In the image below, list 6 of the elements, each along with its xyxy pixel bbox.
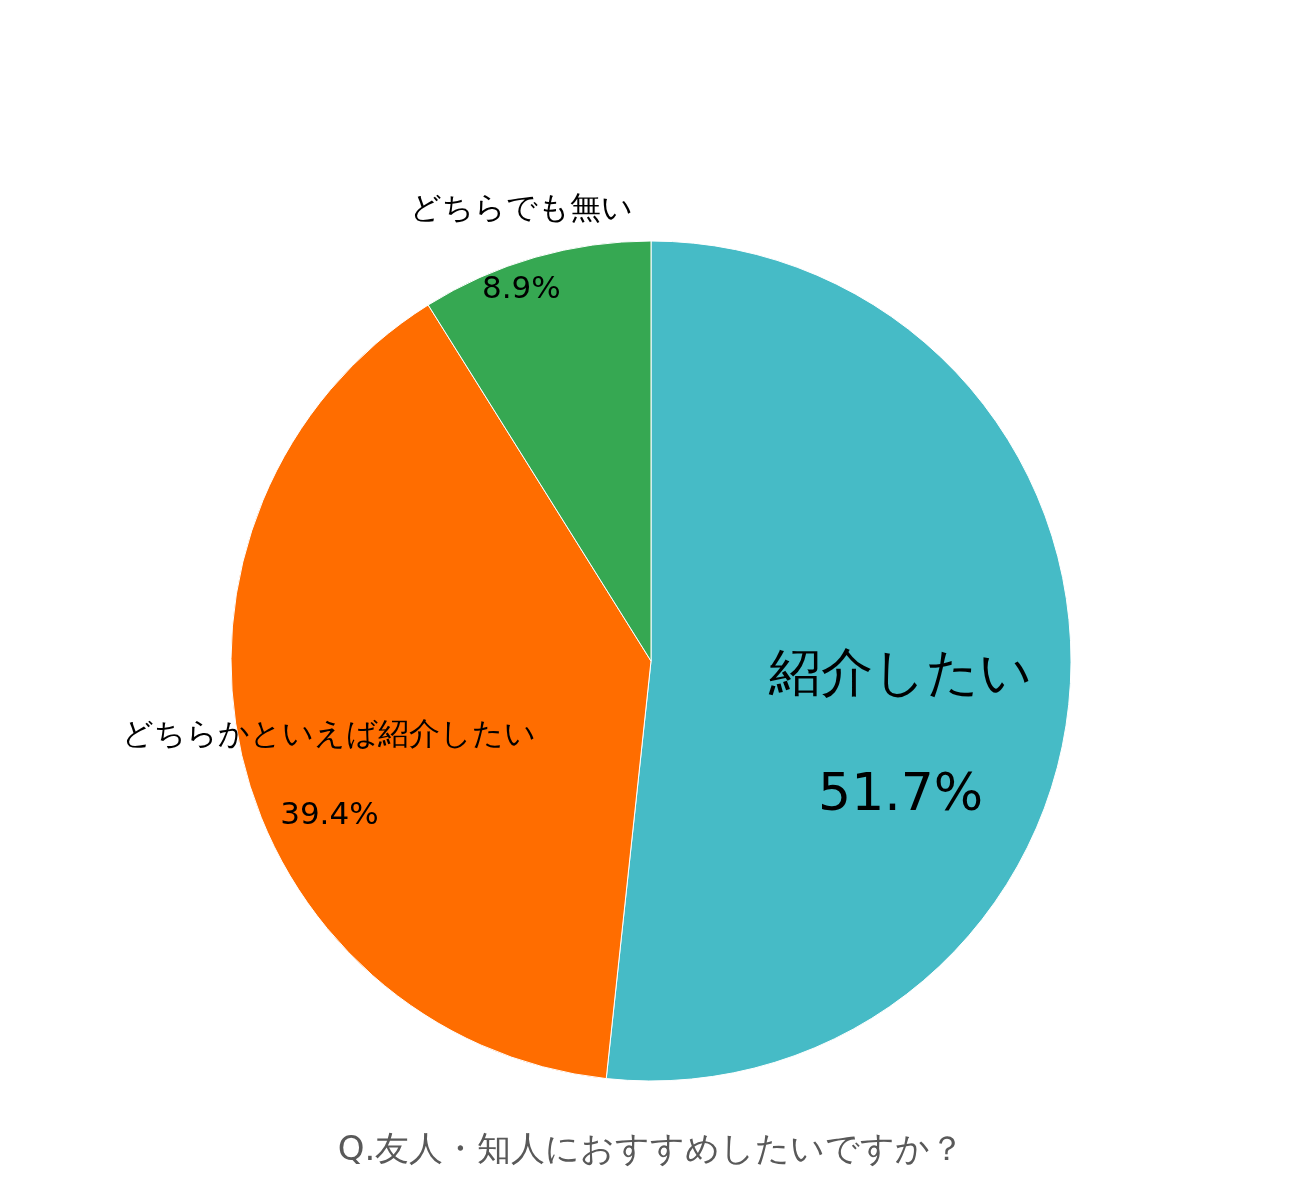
- data-label: 39.4%: [280, 795, 379, 832]
- slice-label: どちらでも無い: [409, 189, 633, 226]
- text: Q.友人・知人におすすめしたいですか？: [337, 1128, 965, 1168]
- data-label: 8.9%: [481, 269, 561, 306]
- slice-label: 紹介したい: [768, 642, 1033, 703]
- data-label: 51.7%: [818, 762, 984, 823]
